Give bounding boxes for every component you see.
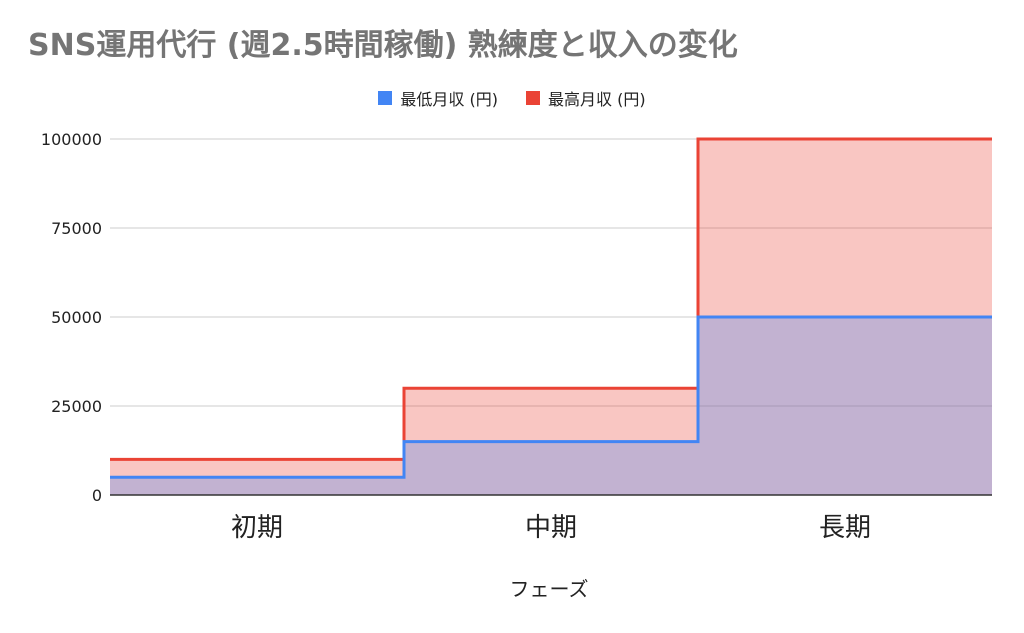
legend-swatch-max xyxy=(526,91,540,105)
x-tick-label: 長期 xyxy=(819,513,871,543)
y-tick-label: 100000 xyxy=(41,130,102,149)
x-axis-title: フェーズ xyxy=(510,577,589,601)
chart-title: SNS運用代行 (週2.5時間稼働) 熟練度と収入の変化 xyxy=(28,28,738,63)
legend-label-min: 最低月収 (円) xyxy=(400,90,498,109)
legend: 最低月収 (円) 最高月収 (円) xyxy=(0,86,1024,110)
y-tick-label: 25000 xyxy=(51,397,102,416)
y-tick-label: 75000 xyxy=(51,219,102,238)
legend-item-min: 最低月収 (円) xyxy=(378,86,498,110)
x-tick-label: 中期 xyxy=(525,513,577,543)
legend-swatch-min xyxy=(378,91,393,105)
legend-label-max: 最高月収 (円) xyxy=(548,90,646,109)
area-max xyxy=(110,139,992,495)
y-tick-label: 50000 xyxy=(51,308,102,327)
y-tick-label: 0 xyxy=(92,486,102,505)
x-tick-label: 初期 xyxy=(231,513,283,543)
legend-item-max: 最高月収 (円) xyxy=(526,86,646,110)
series-line-min xyxy=(110,315,992,479)
series-line-max xyxy=(110,137,992,461)
area-min xyxy=(110,317,992,495)
